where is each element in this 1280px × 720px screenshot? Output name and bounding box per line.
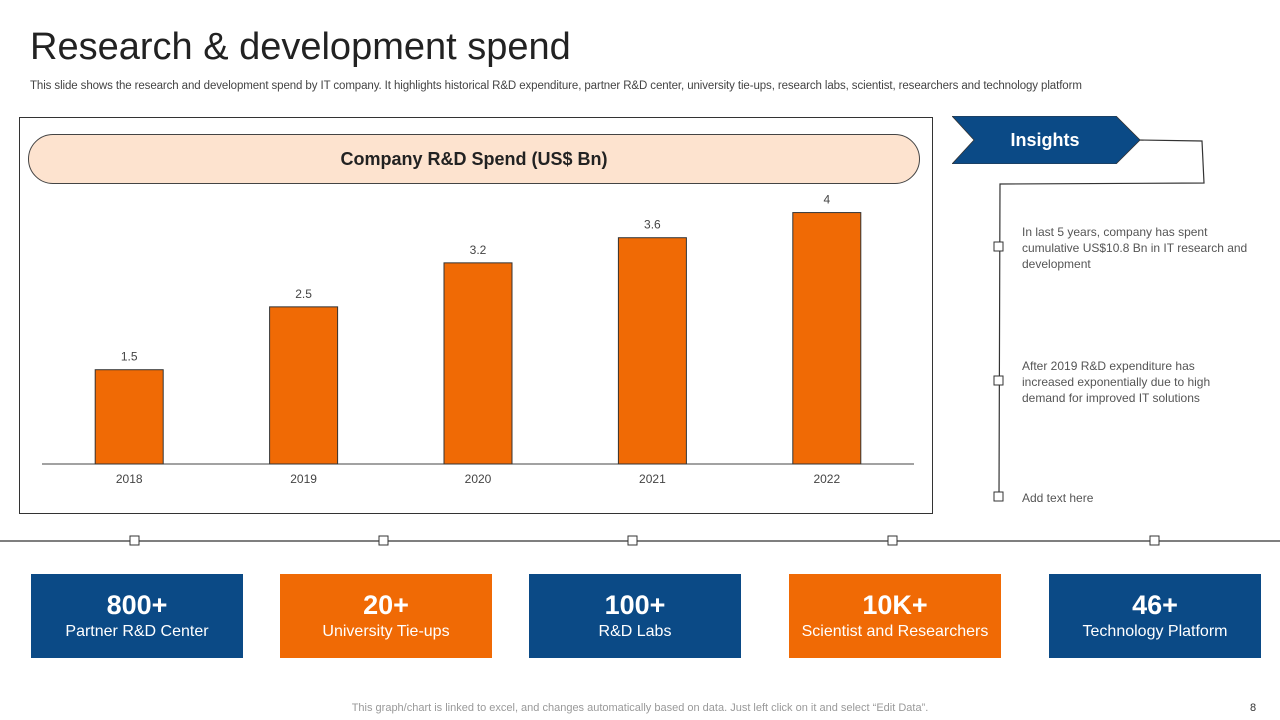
timeline-marker [887,535,898,546]
timeline-marker [129,535,140,546]
insight-item: Add text here [1022,491,1094,505]
footer-note: This graph/chart is linked to excel, and… [351,702,929,714]
insights-connector [998,139,1205,498]
insight-marker [993,491,1004,502]
stat-value: 100+ [604,590,666,620]
stat-card-tech-platforms: 46+ Technology Platform [1049,574,1261,658]
insight-item: In last 5 years, company has spent cumul… [1022,225,1248,271]
timeline-marker [1149,535,1160,546]
stat-card-university-tieups: 20+ University Tie-ups [280,574,492,658]
stat-label: University Tie-ups [322,623,450,640]
stat-label: Partner R&D Center [65,623,209,640]
insights-tag-shape [952,116,1140,164]
timeline-markers [129,535,1160,546]
stat-card-rd-labs: 100+ R&D Labs [529,574,741,658]
stat-card-partner-centers: 800+ Partner R&D Center [31,574,243,658]
stat-label: Technology Platform [1082,623,1228,640]
stat-value: 20+ [363,590,409,620]
chart-title: Company R&D Spend (US$ Bn) [28,134,920,184]
insight-marker [993,375,1004,386]
stat-label: Scientist and Researchers [801,623,989,640]
insight-marker [993,241,1004,252]
page-title: Research & development spend [30,26,571,68]
page-subtitle: This slide shows the research and develo… [30,80,1082,92]
timeline-marker [627,535,638,546]
stat-card-scientists: 10K+ Scientist and Researchers [789,574,1001,658]
stat-value: 46+ [1132,590,1178,620]
page-number: 8 [1250,702,1257,714]
insights-label: Insights [1010,129,1080,150]
insight-markers [993,241,1004,502]
timeline-marker [378,535,389,546]
chart-frame [19,117,933,514]
stat-label: R&D Labs [598,623,672,640]
stat-value: 10K+ [862,590,928,620]
insight-item: After 2019 R&D expenditure has increased… [1022,359,1211,405]
stat-value: 800+ [106,590,168,620]
